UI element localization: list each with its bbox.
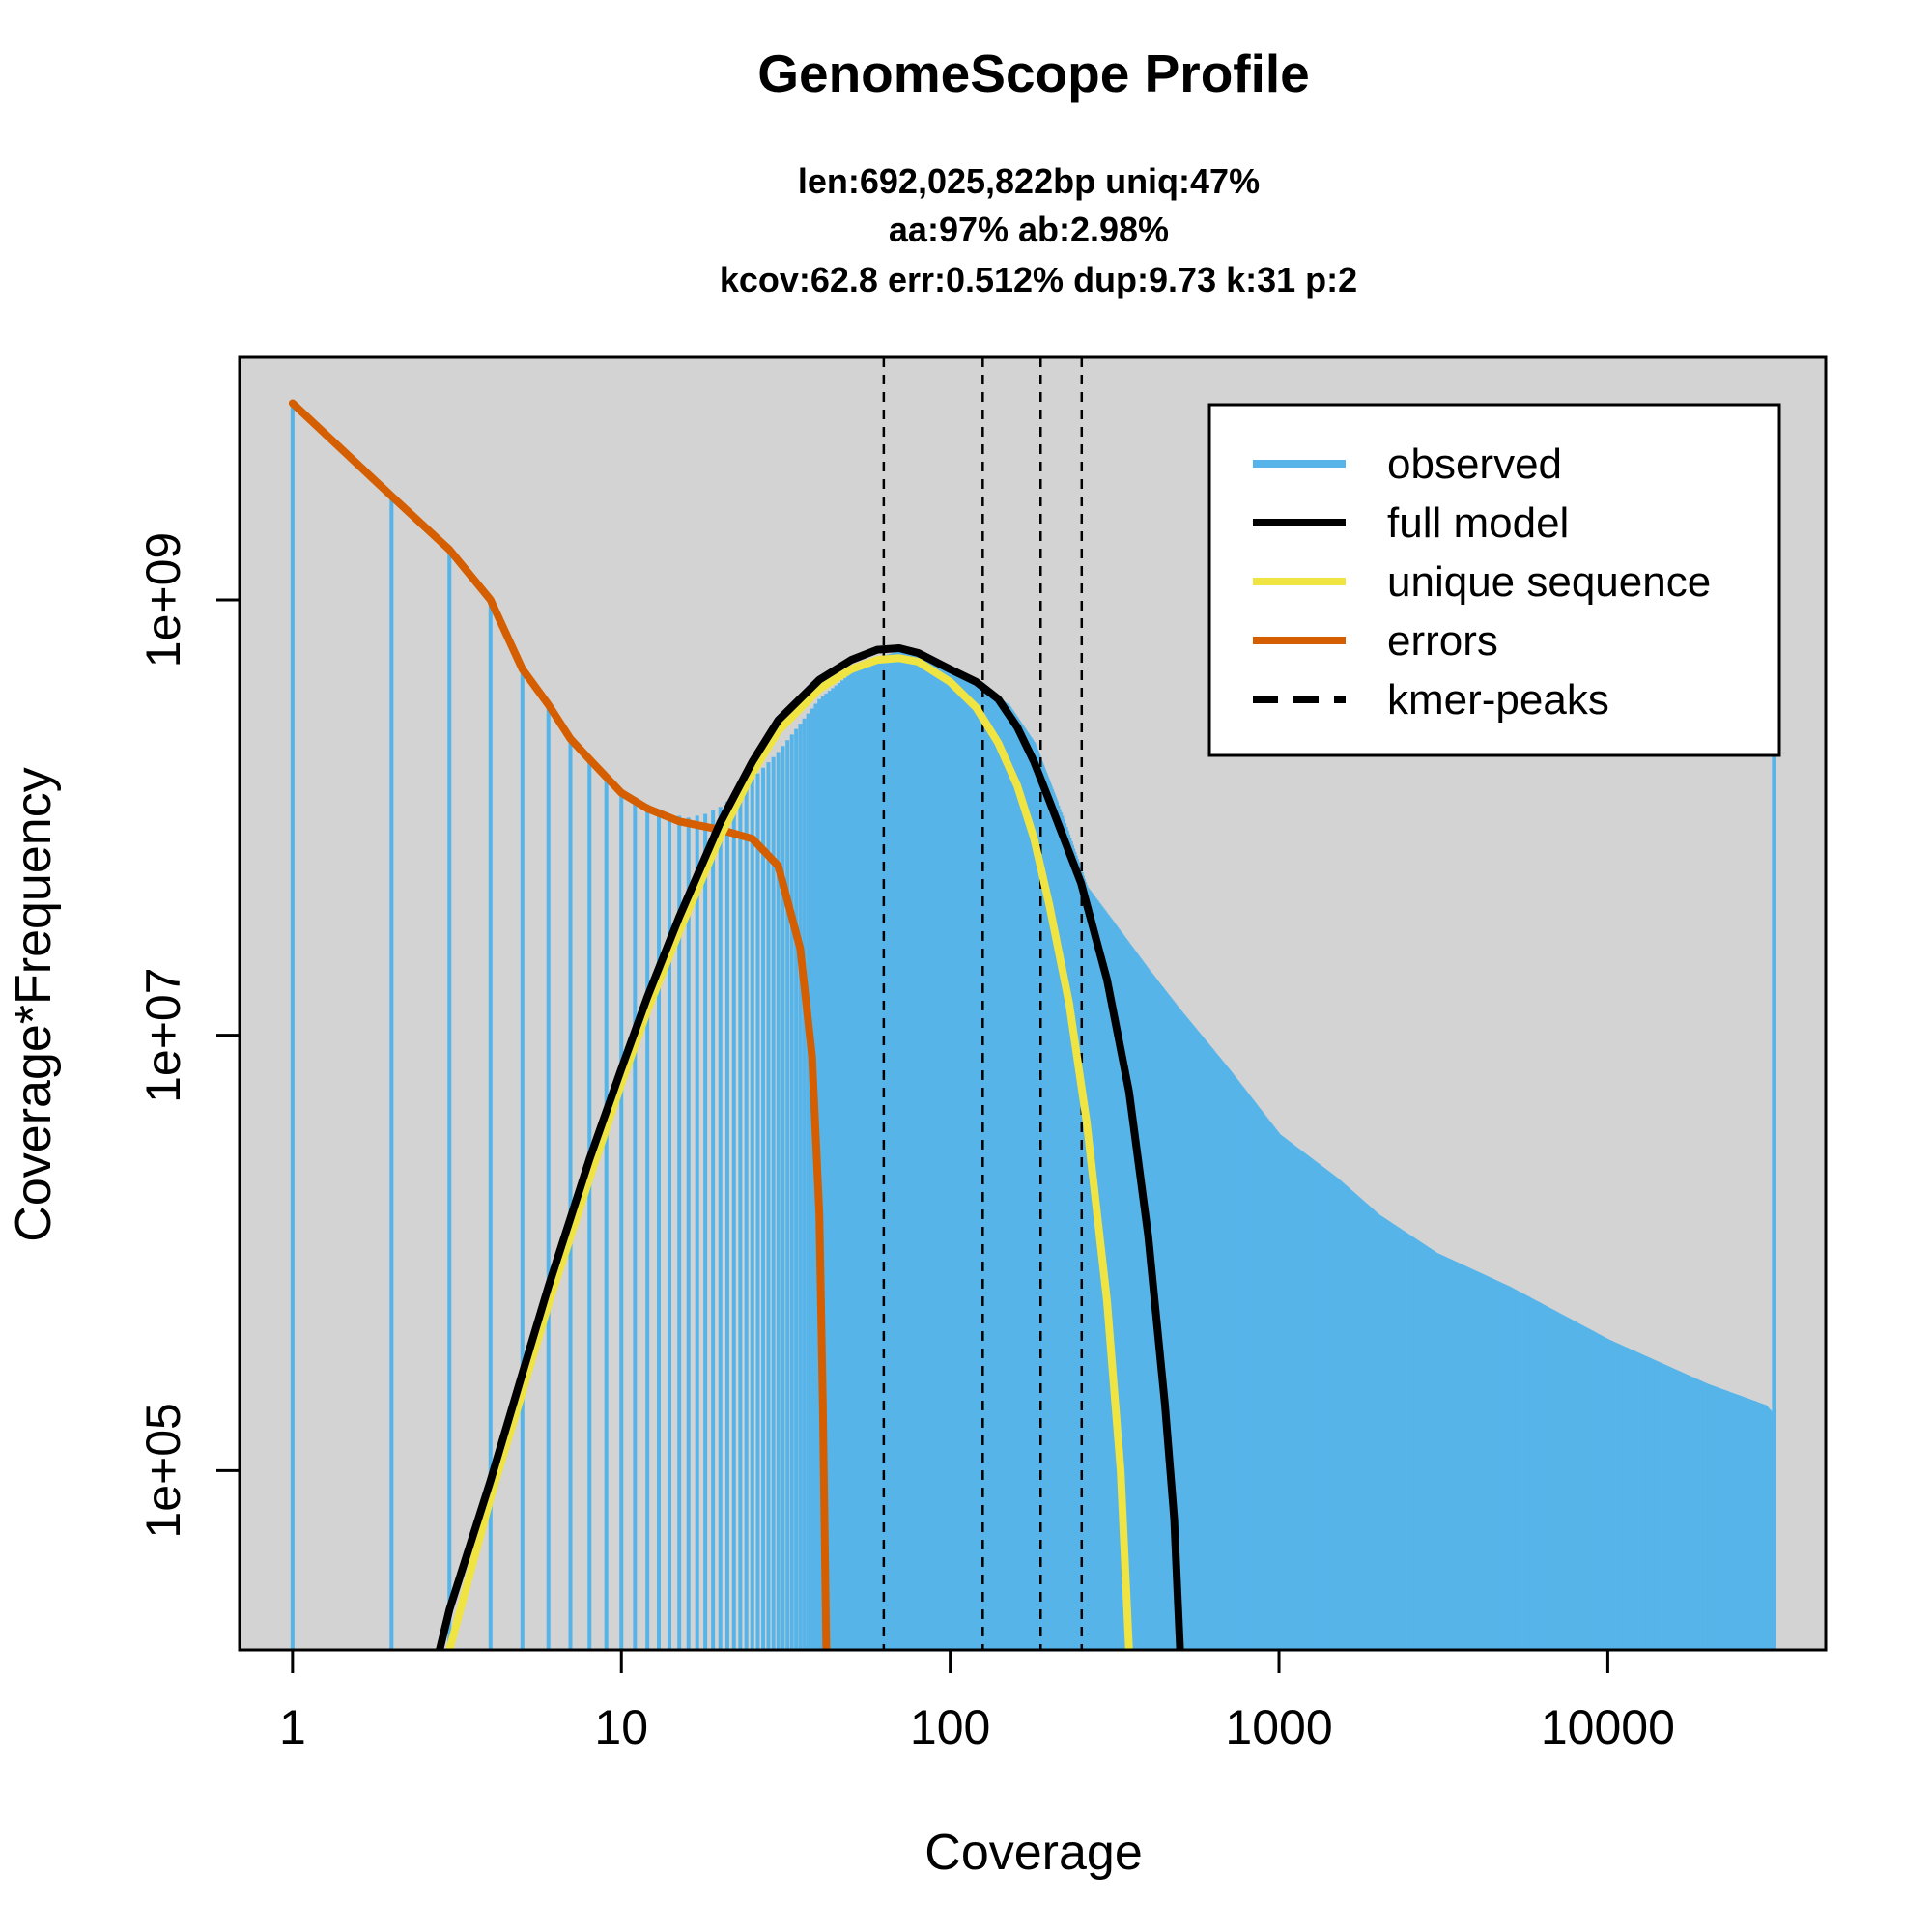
plot-frame	[238, 355, 1828, 1652]
x-axis-title: Coverage	[924, 1825, 1142, 1881]
legend-item-errors: errors	[1253, 617, 1498, 665]
x-tick-label: 10	[594, 1700, 648, 1754]
series-errors	[288, 399, 831, 1650]
series-unique-sequence	[445, 654, 1133, 1650]
legend-item-kmer-peaks: kmer-peaks	[1253, 676, 1609, 724]
legend-item-observed: observed	[1253, 440, 1562, 488]
x-tick-label: 10000	[1541, 1700, 1675, 1754]
legend-label: unique sequence	[1387, 558, 1711, 606]
legend-item-full-model: full model	[1253, 499, 1569, 547]
chart-subtitle-line-2: aa:97% ab:2.98%	[889, 210, 1169, 249]
x-tick-label: 1000	[1225, 1700, 1332, 1754]
chart-subtitle-line-3: kcov:62.8 err:0.512% dup:9.73 k:31 p:2	[720, 260, 1357, 299]
x-tick-label: 1	[279, 1700, 306, 1754]
legend-label: full model	[1387, 499, 1569, 547]
legend-item-unique-sequence: unique sequence	[1253, 558, 1711, 606]
series-full-model	[436, 644, 1184, 1650]
y-tick-label: 1e+05	[136, 1403, 190, 1538]
legend-label: observed	[1387, 440, 1562, 488]
chart-subtitle-line-1: len:692,025,822bp uniq:47%	[798, 161, 1260, 201]
x-tick-label: 100	[910, 1700, 990, 1754]
legend-label: errors	[1387, 617, 1498, 665]
y-tick-label: 1e+07	[136, 967, 190, 1102]
y-axis-title: Coverage*Frequency	[6, 767, 62, 1241]
chart-title: GenomeScope Profile	[757, 43, 1310, 103]
y-tick-label: 1e+09	[136, 532, 190, 668]
legend-label: kmer-peaks	[1387, 676, 1609, 724]
legend: observed full model unique sequence errors k…	[1208, 403, 1781, 757]
